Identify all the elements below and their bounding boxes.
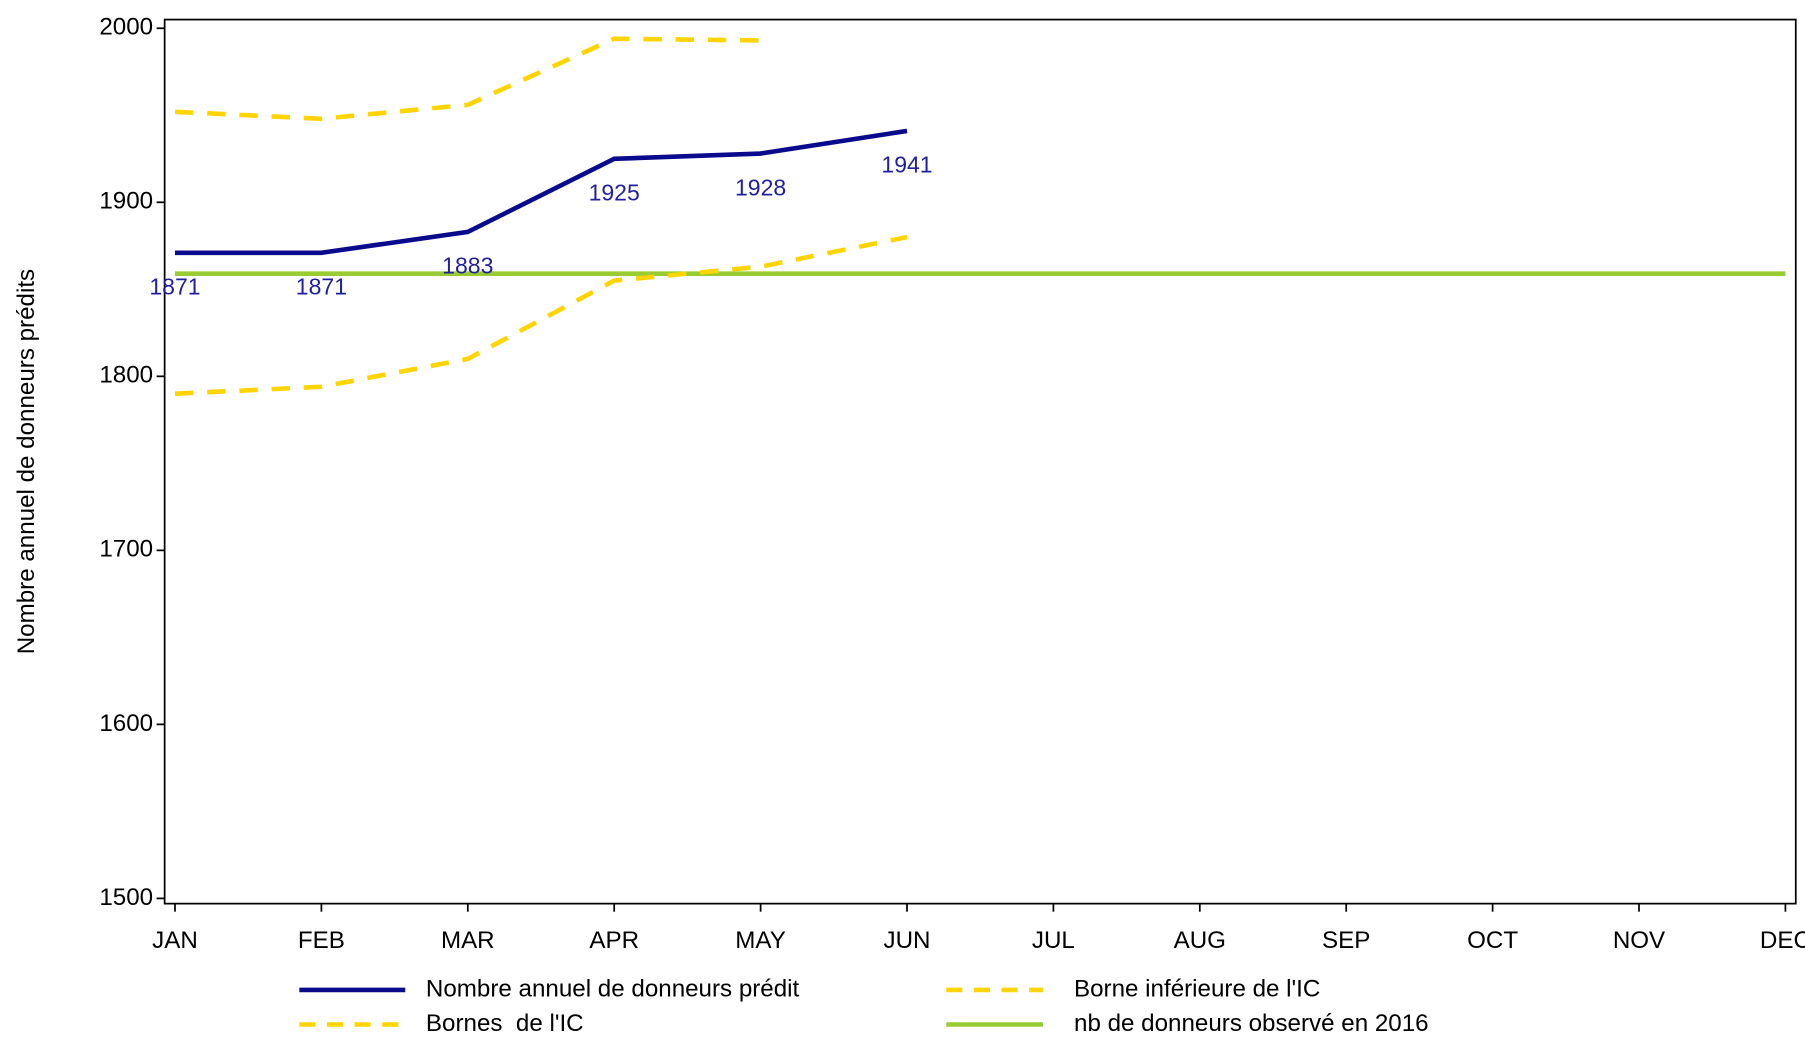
data-label: 1925: [589, 180, 640, 206]
x-tick-label: MAY: [735, 927, 786, 954]
x-tick-label: JAN: [152, 927, 198, 954]
data-label: 1941: [881, 152, 932, 178]
x-tick-label: NOV: [1613, 927, 1665, 954]
y-tick-label: 1600: [99, 710, 153, 737]
legend-label: Borne inférieure de l'IC: [1074, 975, 1320, 1002]
x-tick-label: DEC: [1760, 927, 1805, 954]
series-line: [174, 36, 761, 122]
y-tick-label: 1800: [99, 362, 153, 389]
x-tick-label: JUN: [884, 927, 931, 954]
data-label: 1871: [296, 274, 347, 300]
legend-label: Bornes de l'IC: [426, 1010, 584, 1037]
legend-label: Nombre annuel de donneurs prédit: [426, 975, 800, 1002]
series-line: [174, 234, 908, 397]
y-tick-label: 1900: [99, 188, 153, 215]
x-tick-label: SEP: [1322, 927, 1370, 954]
y-tick-label: 1500: [99, 884, 153, 911]
x-tick-label: FEB: [298, 927, 345, 954]
x-tick-label: JUL: [1032, 927, 1075, 954]
plot-frame: [163, 18, 1797, 905]
x-tick-label: APR: [589, 927, 639, 954]
x-tick-label: MAR: [441, 927, 495, 954]
data-label: 1883: [442, 253, 493, 279]
y-tick-label: 2000: [99, 14, 153, 41]
series-line: [174, 128, 908, 256]
y-axis-label: Nombre annuel de donneurs prédits: [13, 269, 40, 654]
y-tick-label: 1700: [99, 536, 153, 563]
x-tick-label: OCT: [1467, 927, 1518, 954]
data-label: 1871: [149, 274, 200, 300]
x-tick-label: AUG: [1174, 927, 1226, 954]
data-label: 1928: [735, 174, 786, 200]
legend-label: nb de donneurs observé en 2016: [1074, 1010, 1429, 1037]
